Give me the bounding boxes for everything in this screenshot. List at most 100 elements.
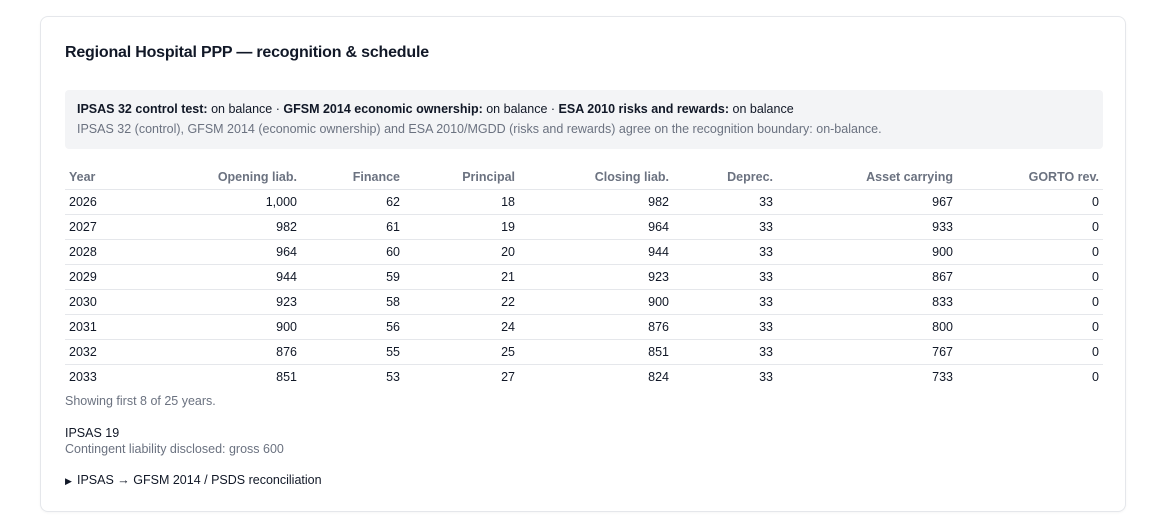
ipsas19-title: IPSAS 19 [65,426,120,440]
cell-opening-liab: 944 [135,264,301,290]
table-row: 2030 923 58 22 900 33 833 0 [65,289,1103,315]
cell-gorto-rev: 0 [957,214,1103,240]
cell-gorto-rev: 0 [957,314,1103,340]
cell-closing-liab: 851 [519,339,673,365]
cell-finance: 59 [301,264,404,290]
cell-opening-liab: 923 [135,289,301,315]
cell-opening-liab: 1,000 [135,189,301,215]
header-row: Year Opening liab. Finance Principal Clo… [65,165,1103,190]
cell-principal: 24 [404,314,519,340]
col-year: Year [65,165,135,190]
cell-gorto-rev: 0 [957,239,1103,265]
disclosure-triangle-icon: ▶ [65,476,72,486]
col-gorto-rev: GORTO rev. [957,165,1103,190]
cell-finance: 53 [386,370,400,384]
cell-principal: 20 [404,239,519,265]
cell-asset-carrying: 800 [777,314,957,340]
cell-opening-liab: 900 [135,314,301,340]
cell-asset-carrying: 933 [777,214,957,240]
cell-closing-liab: 964 [519,214,673,240]
cell-closing-liab: 876 [519,314,673,340]
table-row: 2032 876 55 25 851 33 767 0 [65,339,1103,365]
cell-principal: 21 [404,264,519,290]
esa-test-label: ESA 2010 risks and rewards: [558,102,730,116]
card-title: Regional Hospital PPP — recognition & sc… [65,44,429,61]
cell-closing-liab: 982 [519,189,673,215]
cell-principal: 19 [404,214,519,240]
contingent-liability-note: Contingent liability disclosed: gross 60… [65,442,284,456]
separator: · [550,102,556,116]
cell-year: 2028 [65,239,135,265]
cell-gorto-rev: 0 [957,189,1103,215]
rows-shown-note: Showing first 8 of 25 years. [65,394,216,408]
schedule-table: Year Opening liab. Finance Principal Clo… [65,165,1103,389]
cell-year: 2033 [69,370,97,384]
cell-year: 2029 [65,264,135,290]
cell-opening-liab: 876 [135,339,301,365]
cell-asset-carrying: 867 [777,264,957,290]
recognition-card: Regional Hospital PPP — recognition & sc… [40,16,1126,512]
cell-finance: 62 [301,189,404,215]
cell-year: 2031 [65,314,135,340]
cell-principal: 25 [404,339,519,365]
col-closing-liab: Closing liab. [519,165,673,190]
cell-finance: 56 [301,314,404,340]
cell-closing-liab: 824 [648,370,669,384]
reconciliation-label: IPSAS → GFSM 2014 / PSDS reconciliation [77,473,322,487]
cell-deprec: 33 [673,264,777,290]
cell-closing-liab: 900 [519,289,673,315]
cell-opening-liab: 982 [135,214,301,240]
cell-closing-liab: 923 [519,264,673,290]
esa-test-value: on balance [732,102,794,116]
cell-deprec: 33 [673,189,777,215]
separator: · [275,102,280,116]
cell-asset-carrying: 733 [932,370,953,384]
gfsm-test-value: on balance [486,102,548,116]
cell-finance: 55 [301,339,404,365]
cell-principal: 18 [404,189,519,215]
col-principal: Principal [404,165,519,190]
cell-asset-carrying: 767 [777,339,957,365]
cell-deprec: 33 [673,314,777,340]
table-row: 2029 944 59 21 923 33 867 0 [65,264,1103,290]
col-asset-carrying: Asset carrying [777,165,957,190]
cell-gorto-rev: 0 [957,339,1103,365]
cell-gorto-rev: 0 [957,289,1103,315]
cell-principal: 27 [501,370,515,384]
cell-asset-carrying: 967 [777,189,957,215]
gfsm-test-label: GFSM 2014 economic ownership: [283,102,483,116]
schedule-body: 2026 1,000 62 18 982 33 967 0 2027 982 61 19 964 33 93… [65,189,1103,390]
table-row: 2028 964 60 20 944 33 900 0 [65,239,1103,265]
cell-asset-carrying: 900 [777,239,957,265]
cell-closing-liab: 944 [519,239,673,265]
cell-opening-liab: 851 [276,370,297,384]
ipsas-test-label: IPSAS 32 control test: [77,102,208,116]
cell-deprec: 33 [759,370,773,384]
cell-finance: 61 [301,214,404,240]
cell-gorto-rev: 0 [957,264,1103,290]
col-deprec: Deprec. [673,165,777,190]
cell-year: 2030 [65,289,135,315]
reconciliation-toggle[interactable]: ▶ IPSAS → GFSM 2014 / PSDS reconciliation [65,473,322,487]
cell-principal: 22 [404,289,519,315]
cell-finance: 58 [301,289,404,315]
recognition-summary: IPSAS 32 (control), GFSM 2014 (economic … [77,122,882,136]
col-opening-liab: Opening liab. [135,165,301,190]
cell-opening-liab: 964 [135,239,301,265]
table-row: 2033 851 53 27 824 33 733 0 [65,365,1103,390]
cell-gorto-rev: 0 [1092,370,1099,384]
cell-deprec: 33 [673,339,777,365]
recognition-tests-line: IPSAS 32 control test: on balance · GFSM… [77,100,1091,118]
col-finance: Finance [301,165,404,190]
table-row: 2026 1,000 62 18 982 33 967 0 [65,189,1103,215]
schedule-header: Year Opening liab. Finance Principal Clo… [65,165,1103,190]
cell-deprec: 33 [673,214,777,240]
cell-year: 2026 [65,189,135,215]
cell-deprec: 33 [673,289,777,315]
table-row: 2031 900 56 24 876 33 800 0 [65,314,1103,340]
table-row: 2027 982 61 19 964 33 933 0 [65,214,1103,240]
cell-finance: 60 [301,239,404,265]
cell-asset-carrying: 833 [777,289,957,315]
recognition-tests-panel: IPSAS 32 control test: on balance · GFSM… [65,90,1103,149]
cell-year: 2027 [65,214,135,240]
